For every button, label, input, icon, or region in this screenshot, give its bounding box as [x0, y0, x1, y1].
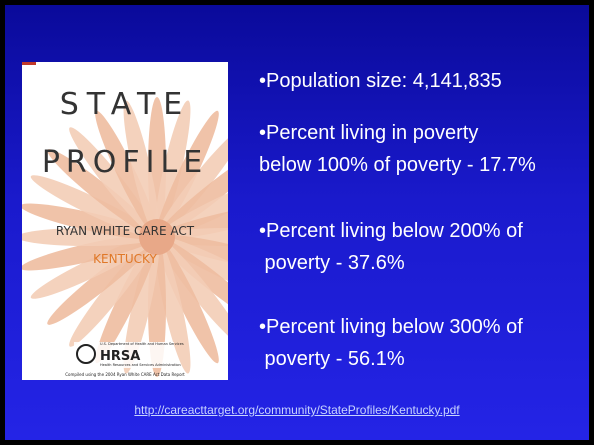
- logo-full-name: Health Resources and Services Administra…: [100, 363, 181, 367]
- bullet-text: •Percent living below 200% of: [259, 219, 523, 243]
- cover-subtitle: RYAN WHITE CARE ACT: [56, 224, 195, 238]
- bullet-text: poverty - 37.6%: [259, 251, 405, 275]
- bullet-text: •Percent living in poverty: [259, 121, 478, 145]
- bullet-text: below 100% of poverty - 17.7%: [259, 153, 536, 177]
- cover-title: STATE: [60, 87, 191, 122]
- bullet-text: •Population size: 4,141,835: [259, 69, 502, 93]
- cover-image: STATE PROFILE RYAN WHITE CARE ACT KENTUC…: [22, 62, 228, 380]
- slide: STATE PROFILE RYAN WHITE CARE ACT KENTUC…: [0, 0, 594, 445]
- cover-title: PROFILE: [42, 145, 208, 180]
- logo-agency: U.S. Department of Health and Human Serv…: [100, 342, 184, 346]
- logo-name: HRSA: [100, 349, 140, 364]
- bullet-text: poverty - 56.1%: [259, 347, 405, 371]
- cover-accent: [22, 62, 36, 65]
- cover-footer: Compiled using the 2004 Ryan White CARE …: [65, 372, 185, 377]
- link[interactable]: http://careacttarget.org/community/State…: [5, 403, 589, 417]
- bullet-text: •Percent living below 300% of: [259, 315, 523, 339]
- cover-state: KENTUCKY: [93, 252, 157, 266]
- page: STATE PROFILE RYAN WHITE CARE ACT KENTUC…: [0, 0, 594, 445]
